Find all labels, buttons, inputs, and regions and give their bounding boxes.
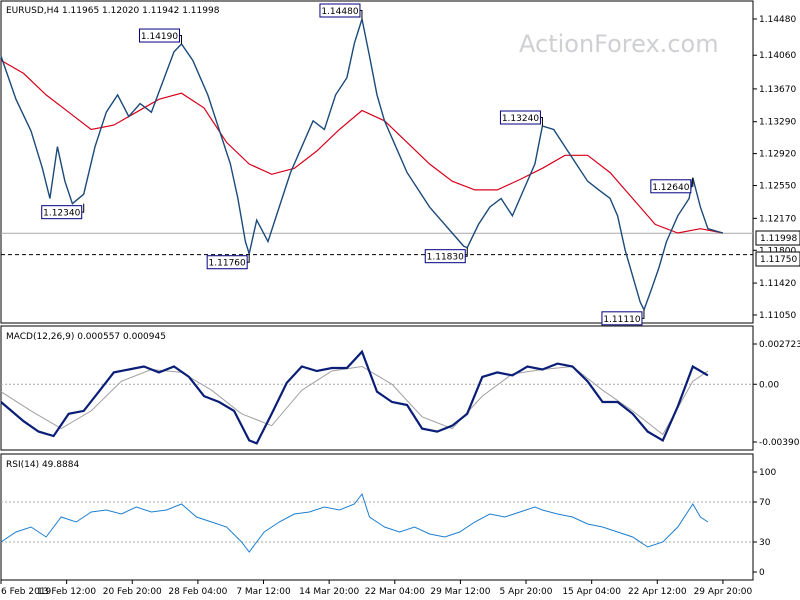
x-tick-label: 6 Feb 2019 (1, 587, 52, 597)
price-axis-label: 1.14060 (759, 51, 796, 61)
price-axis-label: 1.11050 (759, 311, 796, 321)
macd-panel-border (0, 325, 754, 451)
annotation-label: 1.14190 (141, 32, 178, 42)
annotation-box (650, 179, 692, 194)
annotation-label: 1.12640 (652, 183, 689, 193)
macd-line (0, 349, 709, 445)
price-panel-border (0, 0, 754, 324)
rsi-axis-label: 30 (759, 538, 771, 548)
price-panel-title: EURUSD,H4 1.11965 1.12020 1.11942 1.1199… (6, 6, 220, 16)
price-axis-label: 1.11420 (759, 279, 796, 289)
price-axis-label: 1.12550 (759, 182, 796, 192)
current-price-marker: 1.11998 (755, 230, 800, 246)
annotation-box (499, 110, 541, 125)
x-tick-label: 15 Apr 04:00 (562, 587, 621, 597)
annotation-connector (247, 253, 250, 263)
price-axis-label: 1.11800 (759, 246, 796, 256)
annotation-box (601, 311, 643, 326)
annotation-box (424, 249, 466, 264)
annotation-box (41, 205, 83, 220)
rsi-y-axis: 100 70 30 0 (753, 468, 776, 578)
support-price-marker: 1.11750 (755, 251, 800, 267)
rsi-axis-label: 0 (759, 568, 765, 578)
moving-average-line (0, 59, 724, 234)
annotation-connector (179, 35, 182, 45)
macd-signal-line (0, 365, 709, 436)
x-tick-label: 29 Apr 20:00 (694, 587, 753, 597)
x-tick-label: 20 Feb 20:00 (103, 587, 162, 597)
macd-axis-label: 0.002723 (759, 340, 800, 350)
x-tick-label: 28 Feb 04:00 (168, 587, 227, 597)
price-axis-label: 1.13670 (759, 85, 796, 95)
annotation-connector (81, 203, 85, 213)
annotation-box (319, 3, 361, 18)
price-axis-label: 1.12920 (759, 150, 796, 160)
rsi-axis-label: 70 (759, 498, 771, 508)
macd-y-axis: 0.002723 0.00 -0.003905 (753, 340, 800, 448)
rsi-panel-title: RSI(14) 49.8884 (6, 460, 79, 470)
macd-axis-label: -0.003905 (759, 438, 800, 448)
support-price-value: 1.11750 (760, 255, 797, 265)
x-tick-label: 22 Apr 12:00 (628, 587, 687, 597)
x-tick-label: 13 Feb 12:00 (37, 587, 96, 597)
swing-annotations: 1.12340 1.14190 1.11760 1.14480 1.11830 1.132… (41, 3, 694, 326)
annotation-box (206, 255, 248, 270)
annotation-connector (359, 10, 363, 19)
price-axis-label: 1.13290 (759, 118, 796, 128)
price-line (0, 18, 724, 312)
price-axis-label: 1.12170 (759, 214, 796, 224)
macd-panel: MACD(12,26,9) 0.000557 0.000945 0.002723… (0, 325, 800, 451)
annotation-label: 1.14480 (321, 7, 358, 17)
macd-axis-label: 0.00 (759, 380, 779, 390)
annotation-connector (690, 177, 694, 187)
annotation-label: 1.11110 (603, 315, 640, 325)
annotation-box (138, 28, 180, 43)
x-tick-label: 5 Apr 20:00 (500, 587, 553, 597)
annotation-connector (641, 309, 645, 319)
rsi-axis-label: 100 (759, 468, 776, 478)
annotation-label: 1.13240 (502, 114, 539, 124)
rsi-panel: RSI(14) 49.8884 100 70 30 0 (0, 453, 776, 581)
watermark: ActionForex.com (519, 30, 719, 58)
price-panel: ActionForex.com EURUSD,H4 1.11965 1.1202… (0, 0, 800, 326)
rsi-panel-border (0, 453, 754, 581)
current-price-value: 1.11998 (760, 234, 797, 244)
annotation-connector (465, 247, 468, 257)
x-tick-label: 7 Mar 12:00 (236, 587, 291, 597)
x-tick-label: 29 Mar 12:00 (430, 587, 490, 597)
x-tick-label: 22 Mar 04:00 (365, 587, 425, 597)
annotation-label: 1.12340 (43, 209, 80, 219)
macd-panel-title: MACD(12,26,9) 0.000557 0.000945 (6, 332, 166, 342)
rsi-line (0, 492, 709, 553)
annotation-label: 1.11830 (427, 253, 464, 263)
annotation-label: 1.11760 (209, 259, 246, 269)
price-y-axis: 1.14480 1.14060 1.13670 1.13290 1.12920 1.125… (753, 15, 796, 321)
x-tick-label: 14 Mar 20:00 (299, 587, 359, 597)
annotation-connector (540, 117, 543, 127)
price-axis-label: 1.14480 (759, 15, 796, 25)
